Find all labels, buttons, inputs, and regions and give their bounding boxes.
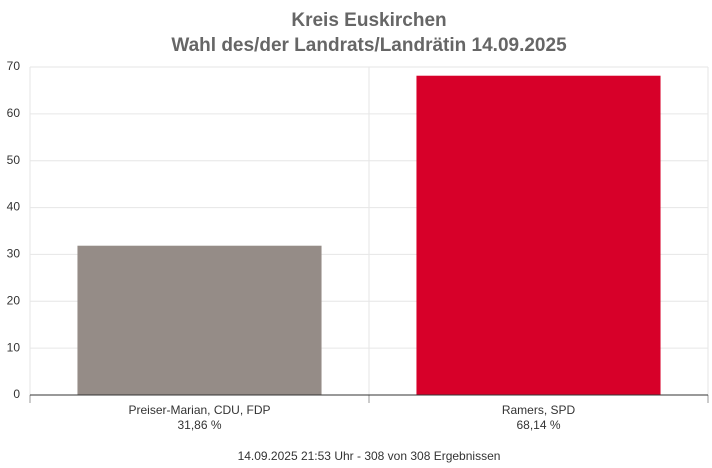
x-tick-label: Ramers, SPD xyxy=(502,403,576,417)
footer: 14.09.2025 21:53 Uhr - 308 von 308 Ergeb… xyxy=(238,449,501,463)
value-label: 68,14 % xyxy=(516,418,560,432)
bar xyxy=(416,75,661,396)
y-tick-label: 40 xyxy=(7,200,21,214)
chart-title: Kreis Euskirchen xyxy=(291,10,446,31)
y-tick-label: 0 xyxy=(13,387,20,401)
y-tick-label: 10 xyxy=(7,340,21,354)
value-label: 31,86 % xyxy=(177,418,221,432)
chart-subtitle: Wahl des/der Landrats/Landrätin 14.09.20… xyxy=(171,35,567,56)
y-tick-label: 30 xyxy=(7,247,21,261)
x-tick-label: Preiser-Marian, CDU, FDP xyxy=(128,403,270,417)
y-tick-label: 70 xyxy=(7,59,21,73)
bar xyxy=(77,245,322,395)
y-tick-label: 50 xyxy=(7,153,21,167)
y-tick-label: 20 xyxy=(7,293,21,307)
y-tick-label: 60 xyxy=(7,106,21,120)
